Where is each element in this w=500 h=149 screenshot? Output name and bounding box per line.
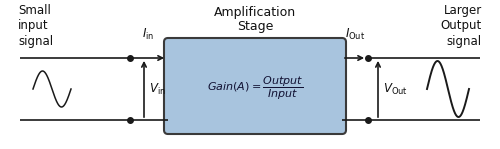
Text: $I_{\mathrm{in}}$: $I_{\mathrm{in}}$	[142, 27, 154, 42]
Text: Small
input
signal: Small input signal	[18, 4, 53, 48]
Text: $V_{\mathrm{Out}}$: $V_{\mathrm{Out}}$	[383, 82, 408, 97]
Text: Stage: Stage	[237, 20, 273, 33]
Text: Larger
Output
signal: Larger Output signal	[441, 4, 482, 48]
Text: $\mathit{Gain(A)} = \dfrac{\mathit{Output}}{\mathit{Input}}$: $\mathit{Gain(A)} = \dfrac{\mathit{Outpu…	[206, 74, 304, 102]
FancyBboxPatch shape	[164, 38, 346, 134]
Text: $I_{\mathrm{Out}}$: $I_{\mathrm{Out}}$	[345, 27, 365, 42]
Text: $V_{\mathrm{in}}$: $V_{\mathrm{in}}$	[149, 82, 166, 97]
Text: Amplification: Amplification	[214, 6, 296, 19]
